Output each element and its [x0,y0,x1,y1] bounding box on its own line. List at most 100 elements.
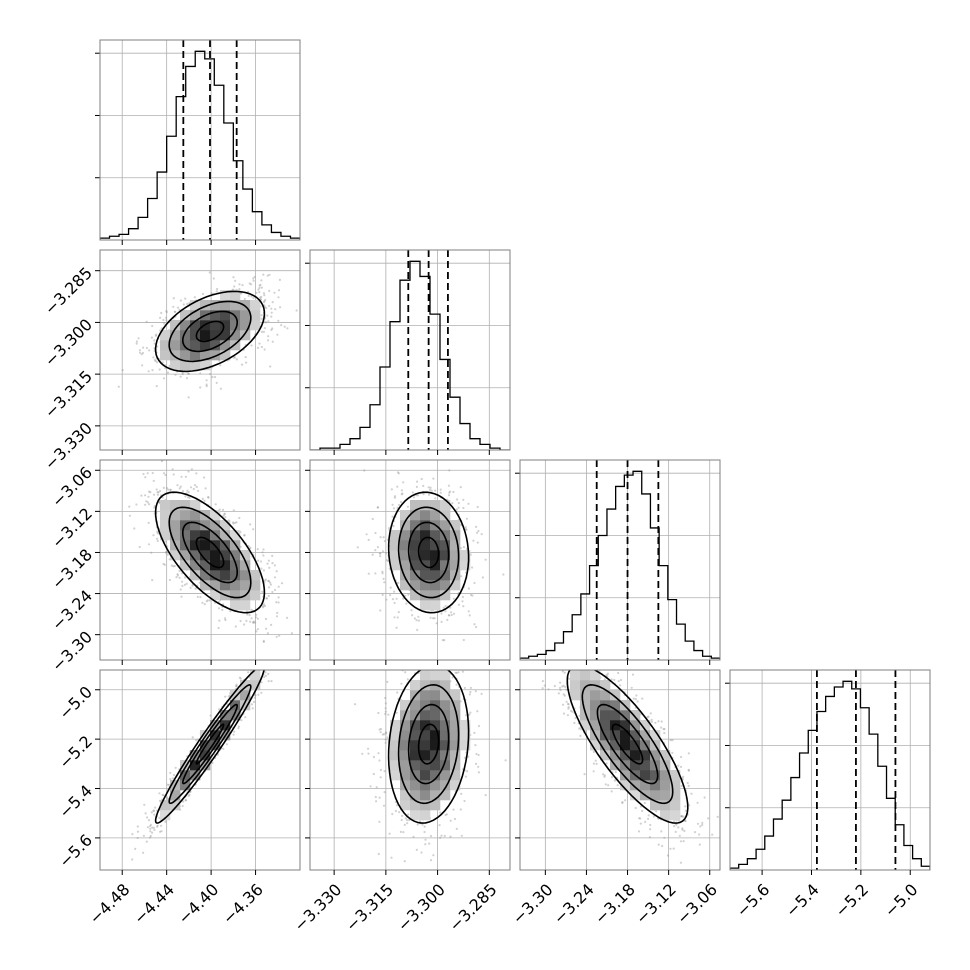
scatter-point [140,494,143,497]
scatter-point [480,692,483,696]
scatter-point [453,817,457,821]
scatter-point [379,776,382,779]
scatter-point [278,634,281,637]
scatter-point [271,327,274,330]
scatter-point [235,685,238,688]
density-cell [430,670,441,681]
scatter-point [259,653,261,655]
x-tick-label: −4.36 [219,880,267,928]
density-cell [240,580,251,591]
scatter-point [390,856,393,859]
scatter-point [270,328,273,331]
scatter-point [186,302,189,306]
scatter-point [184,799,188,802]
density-cell [420,740,431,751]
scatter-point [222,747,225,750]
density-cell [650,780,661,791]
scatter-point [271,301,274,304]
scatter-point [554,639,556,641]
scatter-point [429,859,433,862]
scatter-point [562,661,564,663]
scatter-point [374,795,377,799]
scatter-point [144,476,147,479]
density-cell [420,670,431,681]
density-cell [420,750,431,761]
scatter-point [402,831,405,834]
scatter-panel-3-1 [305,640,511,875]
scatter-point [431,647,433,649]
scatter-point [260,681,263,684]
density-cell [250,670,261,681]
scatter-point [484,558,487,561]
scatter-point [149,830,152,833]
scatter-point [261,662,263,664]
scatter-point [254,694,257,697]
x-tick-label: −5.4 [782,880,823,921]
density-cell [230,600,241,611]
density-cell [620,720,631,731]
density-cell [190,320,201,331]
scatter-point [186,489,189,492]
density-cell [410,720,421,731]
density-cell [220,570,231,581]
scatter-point [674,830,677,834]
scatter-point [257,693,260,696]
density-cell [230,710,241,721]
scatter-point [217,607,221,610]
scatter-point [265,666,267,668]
scatter-point [261,590,264,593]
density-cell [210,720,221,731]
scatter-point [250,344,253,347]
density-cell [450,740,461,751]
scatter-point [165,551,168,554]
density-cell [240,330,251,341]
scatter-point [592,750,596,754]
density-cell [400,560,411,571]
scatter-point [155,537,159,540]
contour-3 [387,491,470,614]
density-cell [230,570,241,581]
scatter-point [417,615,420,618]
scatter-point [639,817,642,820]
scatter-point [238,516,241,520]
scatter-point [649,712,652,715]
density-cell [160,530,171,541]
scatter-point [395,626,398,629]
scatter-point [232,509,235,512]
density-cell [430,760,441,771]
scatter-point [239,677,242,680]
scatter-point [143,803,146,806]
scatter-point [684,809,687,812]
scatter-point [148,349,151,352]
scatter-point [264,617,268,621]
density-cell [430,530,441,541]
scatter-point [215,290,218,293]
density-cell [640,750,651,761]
scatter-point [397,611,400,614]
panel-frame [309,669,511,871]
density-cell [160,800,171,811]
scatter-point [675,823,678,826]
scatter-point [149,834,152,838]
scatter-point [223,512,226,515]
scatter-point [181,373,184,376]
density-cell [600,690,611,701]
density-cell [190,510,201,521]
scatter-point [205,385,208,388]
density-cell [410,580,421,591]
density-shading [160,670,261,821]
scatter-point [169,488,172,491]
scatter-point [133,527,136,530]
scatter-point [687,752,690,755]
scatter-point [446,640,448,642]
contour-3 [566,670,689,824]
scatter-point [376,546,379,549]
density-cell [210,330,221,341]
scatter-point [467,587,470,590]
scatter-point [661,844,664,848]
scatter-point [395,711,398,714]
density-cell [160,340,171,351]
scatter-point [290,632,293,635]
scatter-point [264,674,267,677]
scatter-point [416,628,419,632]
